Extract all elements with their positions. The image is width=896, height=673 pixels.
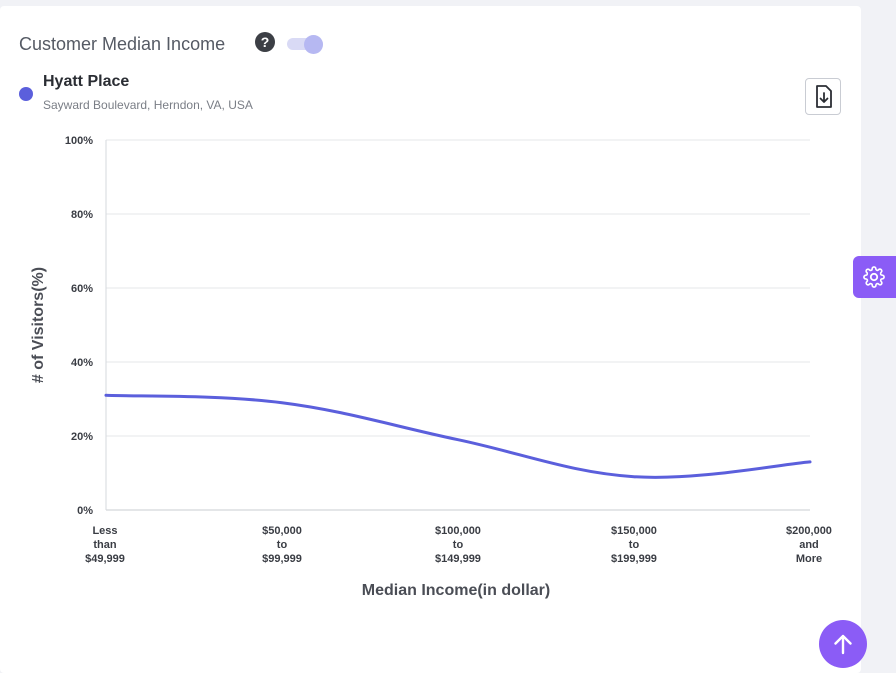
y-axis-title: # of Visitors(%) <box>30 267 47 383</box>
x-tick-label: Less than $49,999 <box>85 525 125 565</box>
download-button[interactable] <box>805 78 841 115</box>
x-axis-title: Median Income(in dollar) <box>362 582 550 599</box>
legend-place-name: Hyatt Place <box>43 73 130 90</box>
y-tick-label: 0% <box>77 505 93 517</box>
arrow-up-icon <box>834 634 852 655</box>
question-circle-icon[interactable]: ? <box>255 32 275 52</box>
y-tick-label: 40% <box>71 357 93 369</box>
y-tick-label: 80% <box>71 209 93 221</box>
y-tick-label: 20% <box>71 431 93 443</box>
y-tick-label: 100% <box>65 135 93 147</box>
x-tick-label: $100,000 to $149,999 <box>435 525 481 565</box>
legend-color-dot <box>19 87 33 101</box>
x-tick-label: $150,000 to $199,999 <box>611 525 657 565</box>
settings-button[interactable] <box>853 256 896 298</box>
series-line-hyatt-place <box>104 393 812 479</box>
download-file-icon <box>816 85 832 108</box>
x-tick-label: $200,000 and More <box>786 525 832 565</box>
chart-card <box>0 6 861 673</box>
toggle-knob[interactable] <box>304 35 323 54</box>
x-tick-label: $50,000 to $99,999 <box>262 525 302 565</box>
chart-title: Customer Median Income <box>19 34 226 54</box>
legend-place-address: Sayward Boulevard, Herndon, VA, USA <box>43 98 253 112</box>
gear-icon <box>863 266 885 288</box>
scroll-to-top-button[interactable] <box>819 620 867 668</box>
y-tick-label: 60% <box>71 283 93 295</box>
